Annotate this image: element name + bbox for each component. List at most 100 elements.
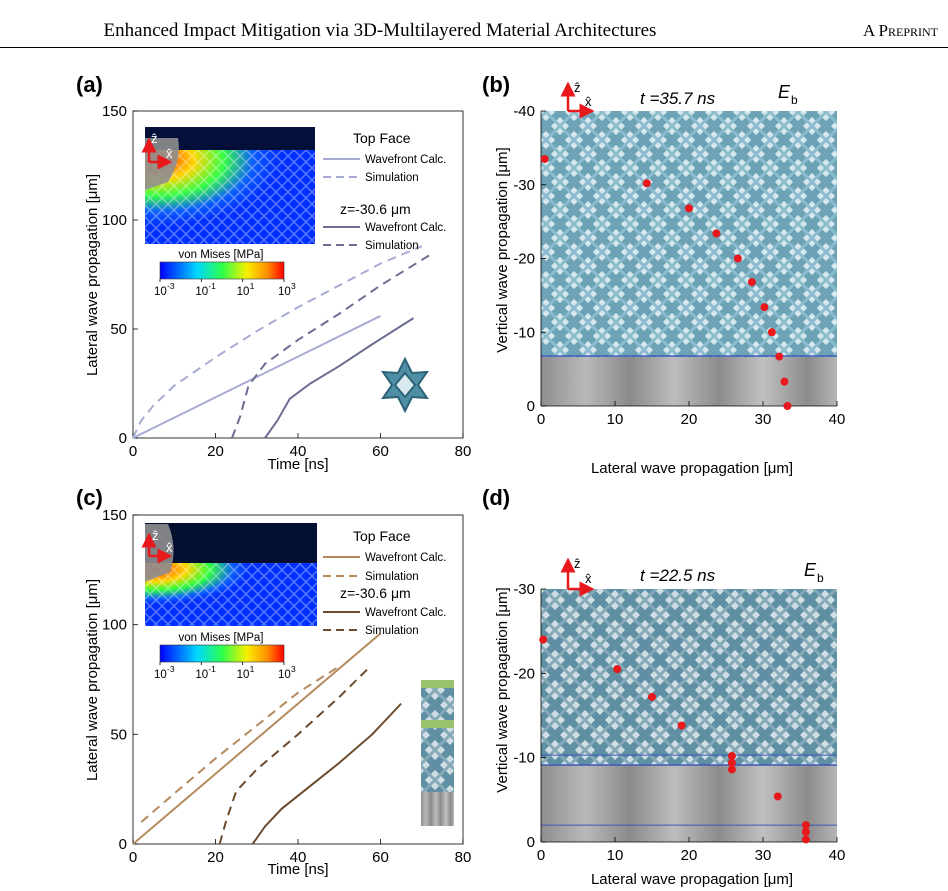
- x-tick-label: 10: [607, 411, 624, 428]
- wavefront-point: [801, 827, 810, 836]
- colorbar-tick-label: 10: [278, 669, 291, 681]
- panel-b: (b) 0 10 20 30 40 -40 -30 -20 -10 0 ẑ x̂ t =35.7 …: [482, 72, 845, 477]
- colorbar-ticks: 10 -3 10 -1 10 1 10 3: [154, 662, 296, 681]
- colorbar-tick-label: 10: [195, 669, 208, 681]
- y-tick-label: 0: [527, 834, 535, 851]
- y-tick-label: 50: [110, 321, 127, 338]
- preprint-label: A Preprint: [862, 21, 938, 40]
- wavefront-point: [733, 254, 742, 263]
- colorbar-tick-label: 10: [195, 286, 208, 298]
- colorbar-tick-exponent: -1: [208, 281, 216, 291]
- wavefront-point: [677, 721, 686, 730]
- colorbar: [159, 644, 285, 663]
- legend-entry: Simulation: [365, 625, 419, 637]
- x-tick-label: 0: [537, 411, 545, 428]
- colorbar-tick-exponent: 3: [291, 664, 296, 674]
- y-tick-label: 150: [102, 103, 127, 120]
- lattice-region: [541, 589, 837, 765]
- x-axis-label: Time [ns]: [267, 861, 328, 878]
- x-tick-label: 30: [755, 411, 772, 428]
- stress-inset: ẑ x̂: [141, 523, 317, 626]
- x-tick-label: 40: [290, 849, 307, 866]
- z-axis-symbol: ẑ: [574, 556, 581, 571]
- x-tick-label: 20: [207, 849, 224, 866]
- panel-label: (d): [482, 485, 510, 510]
- x-tick-label: 0: [129, 849, 137, 866]
- colorbar-tick-label: 10: [154, 286, 167, 298]
- series-line-dashed-dark: [231, 254, 431, 439]
- series-line-dashed-dark: [218, 667, 369, 845]
- substrate-region: [541, 765, 837, 842]
- wavefront-point: [780, 377, 789, 386]
- eb-label: E: [778, 82, 791, 102]
- x-axis-label: Lateral wave propagation [μm]: [591, 460, 793, 477]
- series-line-solid-dark: [264, 317, 415, 439]
- running-title: Enhanced Impact Mitigation via 3D-Multil…: [103, 20, 657, 41]
- series-group: [132, 632, 402, 845]
- multilayer-stack-icon: [421, 680, 454, 826]
- colorbar-tick-label: 10: [278, 286, 291, 298]
- y-tick-label: -30: [513, 177, 535, 194]
- colorbar-label: von Mises [MPa]: [179, 249, 264, 261]
- substrate-region: [541, 357, 837, 406]
- x-tick-label: 20: [681, 411, 698, 428]
- wavefront-point: [747, 278, 756, 287]
- series-line-dashed-light: [132, 245, 423, 439]
- colorbar-tick-label: 10: [237, 286, 250, 298]
- y-axis-label: Lateral wave propagation [μm]: [84, 579, 101, 781]
- panel-a: (a) 0 20 40 60 80 0 50 100 150 Time [ns] Lateral…: [76, 72, 471, 473]
- colorbar-tick-exponent: 3: [291, 281, 296, 291]
- series-line-solid-light: [132, 315, 381, 439]
- wavefront-point: [613, 665, 622, 674]
- axes-ticks: 0 10 20 30 40 -40 -30 -20 -10 0: [513, 103, 845, 428]
- legend: Top Face Wavefront Calc. Simulation z=-3…: [323, 528, 446, 637]
- colorbar-tick-exponent: -3: [167, 281, 175, 291]
- y-tick-label: -20: [513, 251, 535, 268]
- eb-label: E: [804, 560, 817, 580]
- x-axis-label: Lateral wave propagation [μm]: [591, 871, 793, 888]
- wavefront-point: [801, 835, 810, 844]
- y-tick-label: 100: [102, 212, 127, 229]
- lattice-region: [541, 111, 837, 357]
- series-group: [132, 245, 431, 439]
- z-axis-symbol: ẑ: [151, 131, 158, 146]
- colorbar: [159, 261, 285, 280]
- panel-label: (a): [76, 72, 103, 97]
- y-tick-label: -30: [513, 581, 535, 598]
- colorbar-tick-label: 10: [237, 669, 250, 681]
- panel-label: (b): [482, 72, 510, 97]
- wavefront-point: [801, 821, 810, 830]
- series-line-solid-light: [132, 632, 382, 845]
- y-tick-label: 100: [102, 617, 127, 634]
- x-tick-label: 20: [207, 443, 224, 460]
- x-tick-label: 40: [290, 443, 307, 460]
- series-line-solid-dark: [251, 702, 402, 845]
- axes-ticks: 0 20 40 60 80 0 50 100 150: [102, 507, 471, 866]
- wavefront-point: [540, 154, 549, 163]
- y-tick-label: 0: [527, 398, 535, 415]
- x-tick-label: 80: [455, 443, 472, 460]
- colorbar-tick-exponent: -3: [167, 664, 175, 674]
- colorbar-tick-label: 10: [154, 669, 167, 681]
- stress-inset: ẑ x̂: [141, 127, 315, 244]
- y-tick-label: 0: [119, 836, 127, 853]
- x-tick-label: 80: [455, 849, 472, 866]
- y-tick-label: -20: [513, 665, 535, 682]
- wavefront-point: [727, 751, 736, 760]
- y-tick-label: 150: [102, 507, 127, 524]
- x-axis-symbol: x̂: [585, 571, 592, 586]
- x-tick-label: 0: [537, 847, 545, 864]
- legend-entry: Wavefront Calc.: [365, 154, 446, 166]
- page-header: Enhanced Impact Mitigation via 3D-Multil…: [0, 0, 948, 48]
- x-tick-label: 40: [829, 411, 846, 428]
- time-label: t =35.7 ns: [640, 89, 716, 108]
- x-tick-label: 20: [681, 847, 698, 864]
- x-tick-label: 40: [829, 847, 846, 864]
- header-rule: [0, 47, 948, 48]
- legend-entry: Wavefront Calc.: [365, 552, 446, 564]
- unit-cell-icon: [380, 356, 430, 414]
- legend-entry: Wavefront Calc.: [365, 222, 446, 234]
- y-tick-label: 50: [110, 726, 127, 743]
- z-axis-symbol: ẑ: [574, 80, 581, 95]
- legend-group-z: z=-30.6 μm: [340, 201, 411, 217]
